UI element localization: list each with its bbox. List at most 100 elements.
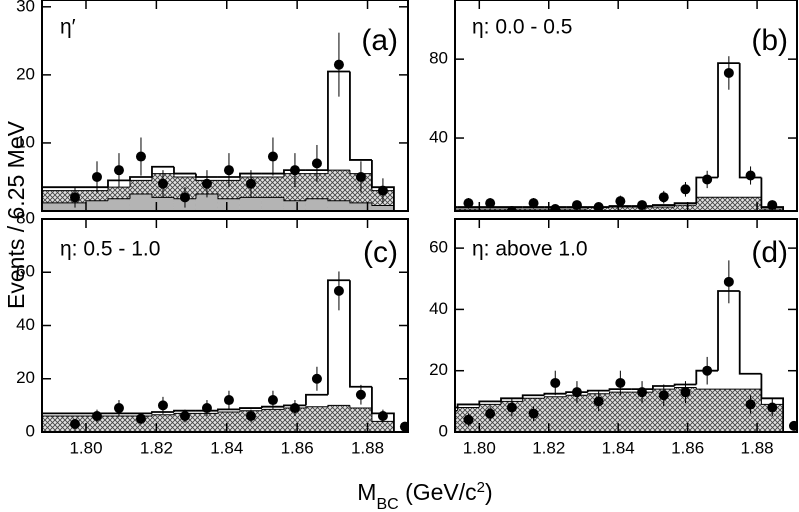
histogram-step <box>738 63 762 179</box>
panel-letter: (d) <box>751 236 788 269</box>
plot-frame <box>454 0 798 212</box>
data-point <box>702 365 713 376</box>
data-point <box>463 414 474 425</box>
panel-letter: (b) <box>751 24 788 57</box>
histogram-bar <box>107 198 130 211</box>
x-tick-label: 1.88 <box>741 438 774 457</box>
data-point <box>767 200 778 211</box>
histogram-bar <box>85 200 108 211</box>
y-tick-label: 30 <box>16 0 35 15</box>
histogram-bar <box>305 198 328 211</box>
histogram-step <box>652 385 675 390</box>
histogram-step <box>500 397 523 402</box>
data-point <box>399 421 408 432</box>
histogram-bar <box>696 197 719 211</box>
panel-letter: (c) <box>363 236 398 269</box>
y-tick-label: 40 <box>429 128 448 147</box>
data-point <box>311 373 322 384</box>
histogram-bar <box>42 202 64 211</box>
histogram-step <box>195 176 218 181</box>
data-point <box>179 192 190 203</box>
data-point <box>223 395 234 406</box>
histogram-step <box>151 165 174 177</box>
y-axis-label: Events / 6.25 MeV <box>3 120 29 309</box>
y-tick-label: 0 <box>26 421 35 440</box>
data-point <box>615 377 626 388</box>
x-tick-label: 1.84 <box>602 438 635 457</box>
data-point <box>267 151 278 162</box>
panel-label: η: 0.5 - 1.0 <box>60 238 160 261</box>
histogram-step <box>521 394 545 399</box>
x-label-sub: BC <box>376 496 398 512</box>
x-label-part: M <box>357 479 376 505</box>
y-tick-label: 60 <box>16 262 35 281</box>
histogram-step <box>217 408 240 411</box>
histogram-bar <box>674 387 697 432</box>
histogram-step <box>173 173 196 178</box>
data-point <box>179 411 190 422</box>
histogram-bar <box>371 421 394 432</box>
plot-area <box>42 32 395 211</box>
data-point <box>113 403 124 414</box>
data-point <box>377 411 388 422</box>
histogram-bar <box>718 197 740 211</box>
histogram-step <box>217 411 240 414</box>
histogram-step <box>327 70 350 171</box>
histogram-step <box>42 415 64 432</box>
data-point <box>157 400 168 411</box>
data-point <box>745 170 756 181</box>
histogram-bar <box>609 207 632 211</box>
data-point <box>658 390 669 401</box>
plot-frame <box>454 218 798 433</box>
histogram-bar <box>283 200 306 211</box>
histogram-step <box>261 405 284 409</box>
data-point <box>113 165 124 176</box>
data-point <box>245 178 256 189</box>
histogram-step <box>652 388 675 393</box>
histogram-step <box>608 205 632 208</box>
histogram-step <box>42 412 64 432</box>
histogram-bar <box>261 197 284 211</box>
histogram-bar <box>195 193 218 211</box>
histogram-step <box>522 397 545 402</box>
histogram-step <box>349 405 372 409</box>
data-point <box>377 185 388 196</box>
panel-letter: (a) <box>361 24 398 57</box>
histogram-step <box>305 198 328 201</box>
data-point <box>157 178 168 189</box>
histogram-bar <box>151 414 174 432</box>
panel-label: η: above 1.0 <box>472 238 588 261</box>
data-point <box>571 200 582 211</box>
data-point <box>788 420 797 431</box>
histogram-step <box>305 406 328 409</box>
histogram-bar <box>129 193 152 211</box>
histogram-bar <box>739 197 762 211</box>
histogram-step <box>327 404 350 407</box>
data-point <box>333 59 344 70</box>
histogram-bar <box>327 405 350 432</box>
histogram-step <box>349 280 372 388</box>
histogram-step <box>283 197 306 202</box>
y-tick-label: 20 <box>429 360 448 379</box>
histogram-bar <box>696 389 719 432</box>
x-label-part: (GeV/c <box>399 479 477 505</box>
histogram-bar <box>217 198 240 211</box>
histogram-step <box>349 170 372 175</box>
histogram-step <box>327 198 350 202</box>
data-point <box>702 174 713 185</box>
x-tick-label: 1.80 <box>69 438 102 457</box>
histogram-step <box>456 403 480 408</box>
histogram-bar <box>371 205 394 211</box>
data-point <box>767 402 778 413</box>
histogram-step <box>239 172 262 177</box>
data-point <box>723 276 734 287</box>
y-tick-label: 80 <box>16 208 35 227</box>
data-point <box>593 202 604 211</box>
histogram-bar <box>674 205 697 211</box>
x-tick-label: 1.86 <box>281 438 314 457</box>
data-point <box>637 387 648 398</box>
data-point <box>571 387 582 398</box>
histogram-bar <box>85 416 108 432</box>
panel-label: η: 0.0 - 0.5 <box>472 16 572 39</box>
